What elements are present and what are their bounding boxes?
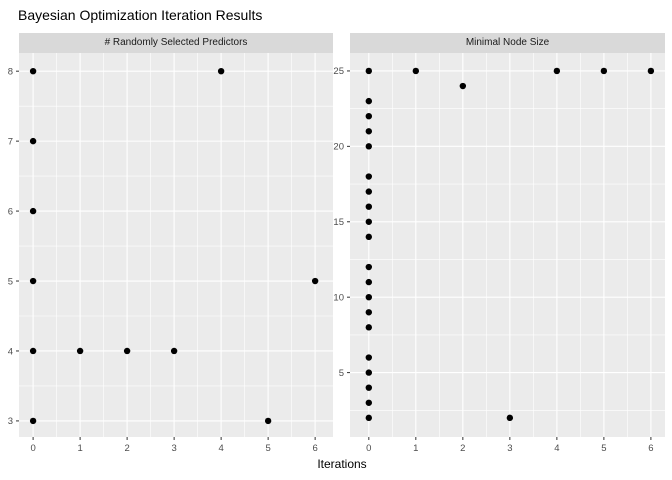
x-tick-label: 4 (554, 443, 559, 454)
data-point (365, 414, 373, 422)
data-point (365, 278, 373, 286)
data-point (29, 207, 37, 215)
y-tick-label: 20 (333, 142, 344, 153)
data-point (29, 417, 37, 425)
y-tick-label: 15 (333, 217, 344, 228)
data-point (365, 263, 373, 271)
data-point (170, 347, 178, 355)
y-tick-label: 6 (8, 206, 13, 217)
data-point (29, 137, 37, 145)
y-tick-label: 10 (333, 292, 344, 303)
strip-predictors-label: # Randomly Selected Predictors (104, 37, 248, 48)
data-point (365, 188, 373, 195)
data-point (365, 203, 373, 210)
data-point (365, 399, 373, 406)
y-tick-label: 5 (8, 276, 13, 287)
panel-background (19, 53, 333, 437)
data-point (365, 218, 373, 225)
figure-title: Bayesian Optimization Iteration Results (18, 7, 263, 23)
data-point (365, 67, 373, 75)
data-point (29, 277, 37, 285)
x-tick-label: 3 (171, 443, 176, 454)
data-point (365, 309, 373, 316)
data-point (553, 67, 561, 75)
data-point (506, 414, 514, 422)
data-point (365, 293, 373, 301)
data-point (264, 417, 272, 425)
x-tick-label: 5 (601, 443, 606, 454)
data-point (365, 369, 373, 376)
data-point (600, 67, 608, 75)
data-point (459, 82, 467, 90)
x-tick-label: 1 (77, 443, 82, 454)
data-point (647, 67, 655, 75)
panel-background (350, 53, 665, 437)
data-point (365, 233, 373, 241)
x-tick-label: 2 (460, 443, 465, 454)
x-axis-title: Iterations (317, 457, 367, 471)
x-tick-label: 4 (218, 443, 223, 454)
y-tick-label: 7 (8, 136, 13, 147)
y-tick-label: 4 (8, 346, 13, 357)
x-tick-label: 2 (124, 443, 129, 454)
data-point (365, 173, 373, 180)
data-point (365, 97, 373, 105)
y-tick-label: 25 (333, 66, 344, 77)
data-point (365, 112, 373, 120)
data-point (365, 384, 373, 391)
data-point (217, 67, 225, 75)
data-point (76, 347, 84, 355)
x-tick-label: 3 (507, 443, 512, 454)
data-point (412, 67, 420, 75)
x-tick-label: 0 (30, 443, 35, 454)
strip-node-size: Minimal Node Size (350, 33, 665, 53)
data-point (365, 354, 373, 361)
strip-predictors: # Randomly Selected Predictors (19, 33, 333, 53)
data-point (29, 347, 37, 355)
x-tick-label: 6 (648, 443, 653, 454)
data-point (365, 324, 373, 331)
data-point (365, 128, 373, 135)
x-tick-label: 0 (366, 443, 371, 454)
x-tick-label: 5 (265, 443, 270, 454)
y-tick-label: 5 (339, 368, 344, 379)
data-point (311, 277, 319, 285)
data-point (29, 67, 37, 75)
x-tick-label: 6 (312, 443, 317, 454)
data-point (123, 347, 131, 355)
strip-node-size-label: Minimal Node Size (465, 37, 550, 48)
y-tick-label: 8 (8, 66, 13, 77)
x-tick-label: 1 (413, 443, 418, 454)
data-point (365, 143, 373, 150)
y-tick-label: 3 (8, 416, 13, 427)
